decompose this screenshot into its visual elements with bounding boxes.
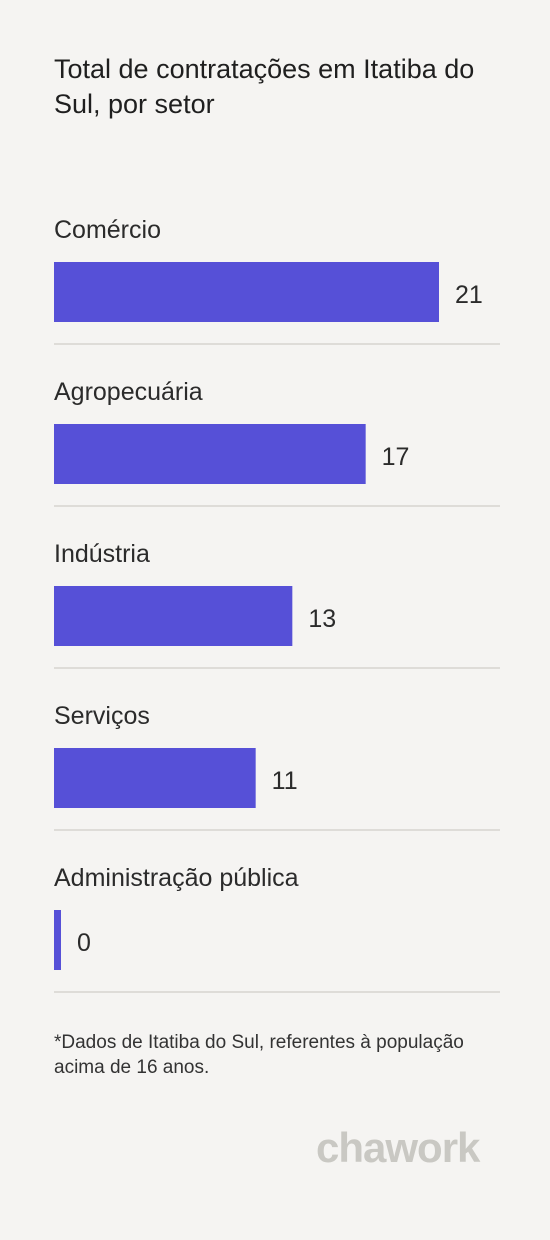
data-label: 0: [77, 929, 91, 957]
bar: [54, 586, 293, 646]
category-label: Indústria: [54, 540, 150, 568]
bar: [54, 910, 61, 970]
footnote: *Dados de Itatiba do Sul, referentes à p…: [54, 1032, 464, 1078]
data-label: 21: [455, 281, 483, 309]
data-label: 13: [308, 605, 336, 633]
data-label: 11: [272, 767, 298, 795]
chawork-logo: chawork: [316, 1124, 480, 1171]
category-label: Serviços: [54, 702, 150, 730]
category-label: Administração pública: [54, 864, 299, 892]
category-label: Agropecuária: [54, 378, 203, 406]
chart-title: Total de contratações em Itatiba do Sul,…: [54, 54, 475, 119]
bar: [54, 262, 439, 322]
bar: [54, 424, 366, 484]
data-label: 17: [382, 443, 410, 471]
category-label: Comércio: [54, 216, 161, 244]
bar: [54, 748, 256, 808]
bar-chart: Comércio 21 Agropecuária 17 Indústria 13 Servi…: [54, 216, 500, 993]
